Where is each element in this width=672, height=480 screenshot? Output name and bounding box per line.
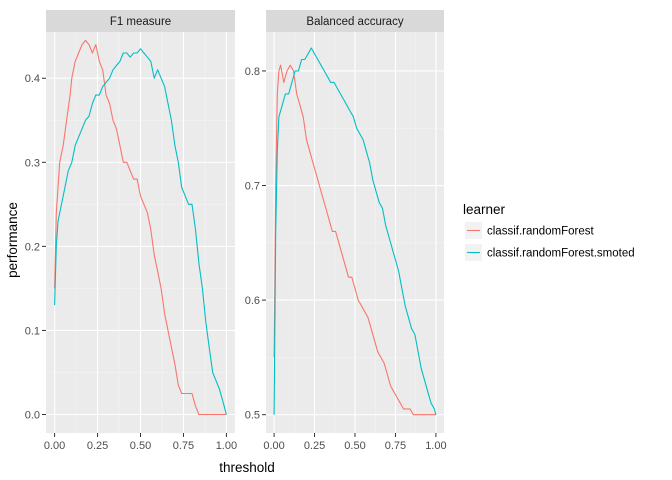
legend-label: classif.randomForest	[487, 226, 595, 238]
x-tick-label: 0.25	[87, 440, 108, 452]
legend: learner classif.randomForestclassif.rand…	[463, 202, 635, 261]
legend-label: classif.randomForest.smoted	[487, 248, 635, 260]
series-line-randomforest	[273, 64, 436, 416]
x-tick-label: 1.00	[425, 440, 446, 452]
facet-panel-1: F1 measure 0.00 0.25 0.50 0.75 1.00 0.0 0.1 0.2 0…	[25, 10, 237, 452]
legend-entries: classif.randomForest classif.randomForest…	[465, 222, 635, 261]
legend-key	[465, 244, 482, 261]
strip-background	[266, 10, 444, 32]
series-line-randomforest-smoted	[54, 48, 227, 415]
y-tick-label: 0.5	[245, 410, 260, 422]
x-tick-label: 0.75	[173, 440, 194, 452]
x-tick-label: 0.50	[344, 440, 365, 452]
y-axis-title: performance	[5, 202, 20, 278]
strip-label: Balanced accuracy	[306, 16, 403, 28]
x-axis-title: threshold	[219, 460, 275, 475]
facet-panels: F1 measure 0.00 0.25 0.50 0.75 1.00 0.0 0.1 0.2 0…	[25, 10, 447, 452]
legend-key	[465, 222, 482, 239]
x-tick-label: 0.25	[304, 440, 325, 452]
x-tick-label: 0.00	[263, 440, 284, 452]
y-tick-label: 0.3	[25, 157, 40, 169]
legend-title: learner	[463, 202, 506, 217]
series-line-randomforest-smoted	[273, 47, 437, 415]
y-tick-label: 0.6	[245, 295, 260, 307]
y-tick-label: 0.8	[245, 66, 260, 78]
y-tick-label: 0.0	[25, 410, 40, 422]
series-line-randomforest	[54, 39, 227, 416]
y-tick-label: 0.7	[245, 181, 260, 193]
y-tick-label: 0.1	[25, 325, 40, 337]
facet-panel-2: Balanced accuracy 0.00 0.25 0.50 0.75 1.00 0.5…	[245, 10, 447, 452]
x-tick-label: 0.00	[44, 440, 65, 452]
y-tick-label: 0.4	[25, 73, 40, 85]
x-tick-label: 1.00	[216, 440, 237, 452]
x-tick-label: 0.75	[385, 440, 406, 452]
x-tick-label: 0.50	[130, 440, 151, 452]
y-tick-label: 0.2	[25, 241, 40, 253]
strip-label: F1 measure	[110, 16, 171, 28]
strip-background	[46, 10, 235, 32]
